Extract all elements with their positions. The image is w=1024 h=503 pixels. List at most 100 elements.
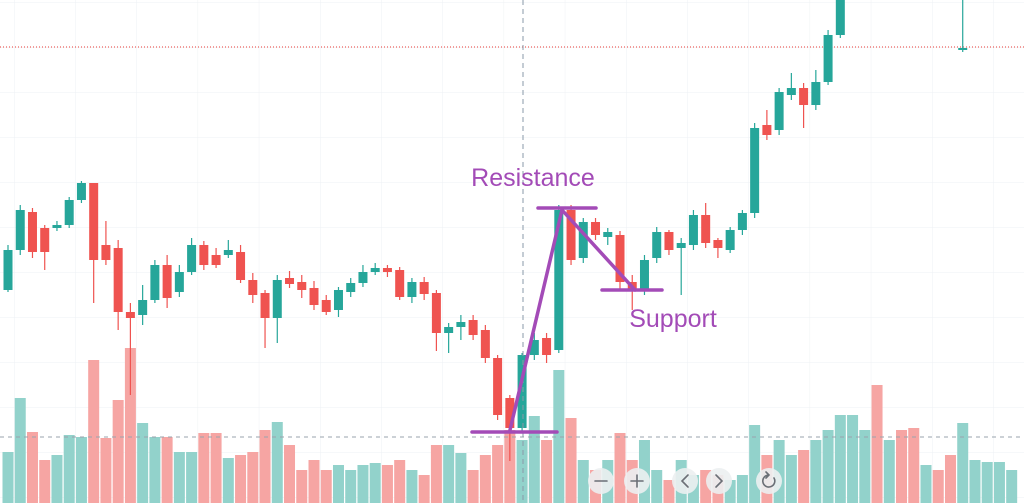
- volume-bar: [528, 416, 540, 503]
- candle-body: [138, 300, 148, 315]
- volume-bar: [394, 460, 406, 503]
- candle-body: [444, 327, 454, 333]
- candle-body: [211, 255, 221, 265]
- candle-body: [762, 125, 772, 135]
- scroll-right-button[interactable]: [706, 468, 732, 494]
- candle-body: [370, 268, 380, 272]
- candle-body: [125, 312, 135, 318]
- candle-body: [664, 232, 674, 250]
- price-layer: [0, 0, 1024, 461]
- candle-body: [27, 212, 37, 252]
- volume-bar: [785, 455, 797, 503]
- zoom-out-button[interactable]: [588, 468, 614, 494]
- candle-body: [248, 280, 258, 295]
- candle-body: [285, 278, 295, 284]
- volume-bar: [406, 470, 418, 503]
- support-label: Support: [629, 305, 717, 333]
- candle-body: [407, 282, 417, 297]
- candle-body: [542, 338, 552, 355]
- candle-body: [480, 330, 490, 358]
- volume-bar: [137, 423, 149, 503]
- candle-body: [713, 240, 723, 248]
- candle-body: [737, 213, 747, 230]
- candle-body: [701, 215, 711, 243]
- volume-bar: [957, 423, 969, 503]
- candle-body: [64, 200, 74, 225]
- volume-bar: [75, 437, 87, 503]
- volume-bar: [39, 460, 51, 503]
- candle-body: [774, 92, 784, 130]
- candle-body: [750, 128, 760, 213]
- volume-bar: [492, 445, 504, 503]
- reset-button[interactable]: [756, 468, 782, 494]
- volume-bar: [736, 475, 748, 503]
- volume-bar: [920, 465, 932, 503]
- volume-bar: [308, 460, 320, 503]
- volume-bar: [944, 455, 956, 503]
- volume-bar: [1006, 470, 1018, 503]
- candle-body: [272, 280, 282, 318]
- candle-body: [309, 288, 319, 305]
- volume-bar: [418, 475, 430, 503]
- candle-body: [578, 222, 588, 258]
- volume-bar: [247, 452, 259, 503]
- candle-body: [89, 183, 99, 260]
- volume-bar: [381, 465, 393, 503]
- volume-bar: [810, 440, 822, 503]
- volume-bar: [149, 437, 161, 503]
- volume-bar: [222, 458, 234, 503]
- candle-body: [199, 245, 209, 265]
- candle-body: [823, 35, 833, 82]
- volume-bar: [443, 445, 455, 503]
- candle-body: [676, 243, 686, 248]
- volume-bar: [345, 470, 357, 503]
- volume-bar: [186, 452, 198, 503]
- candle-body: [358, 272, 368, 283]
- volume-bar: [430, 445, 442, 503]
- volume-bar: [663, 480, 675, 503]
- candle-body: [297, 282, 307, 290]
- candle-body: [835, 0, 845, 35]
- volume-bar: [161, 437, 173, 503]
- candle-body: [493, 358, 503, 415]
- candle-body: [786, 88, 796, 95]
- volume-bar: [981, 462, 993, 503]
- candle-body: [236, 252, 246, 280]
- volume-bar: [516, 440, 528, 503]
- volume-bar: [467, 470, 479, 503]
- volume-bar: [577, 460, 589, 503]
- candle-body: [346, 283, 356, 292]
- candle-body: [456, 322, 466, 327]
- candle-body: [591, 222, 601, 235]
- candle-body: [101, 245, 111, 260]
- volume-bar: [969, 460, 981, 503]
- candle-body: [615, 235, 625, 282]
- volume-bar: [847, 415, 859, 503]
- candle-body: [505, 398, 515, 428]
- candle-body: [395, 270, 405, 297]
- volume-bar: [565, 418, 577, 503]
- candle-body: [529, 340, 539, 355]
- volume-layer: [0, 348, 1024, 503]
- candle-body: [811, 82, 821, 105]
- volume-bar: [932, 470, 944, 503]
- candle-body: [76, 183, 86, 200]
- volume-bar: [2, 452, 14, 503]
- candle-body: [3, 250, 13, 290]
- volume-bar: [357, 465, 369, 503]
- volume-bar: [614, 433, 626, 503]
- volume-bar: [88, 360, 100, 503]
- scroll-left-button[interactable]: [672, 468, 698, 494]
- candle-body: [652, 232, 662, 258]
- volume-bar: [51, 455, 63, 503]
- resistance-label: Resistance: [471, 164, 595, 192]
- zoom-in-button[interactable]: [624, 468, 650, 494]
- candle-body: [603, 232, 613, 237]
- volume-bar: [553, 370, 565, 503]
- pullback-line: [560, 208, 637, 292]
- volume-bar: [504, 430, 516, 503]
- candle-body: [725, 230, 735, 250]
- volume-bar: [259, 430, 271, 503]
- candle-body: [40, 228, 50, 252]
